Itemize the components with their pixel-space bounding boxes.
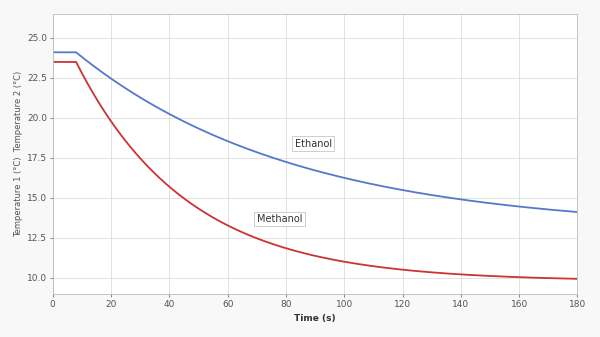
Text: Methanol: Methanol [257, 214, 302, 224]
Text: Ethanol: Ethanol [295, 139, 332, 149]
Y-axis label: Temperature 1 (°C)  Temperature 2 (°C): Temperature 1 (°C) Temperature 2 (°C) [14, 71, 23, 237]
X-axis label: Time (s): Time (s) [294, 314, 336, 323]
